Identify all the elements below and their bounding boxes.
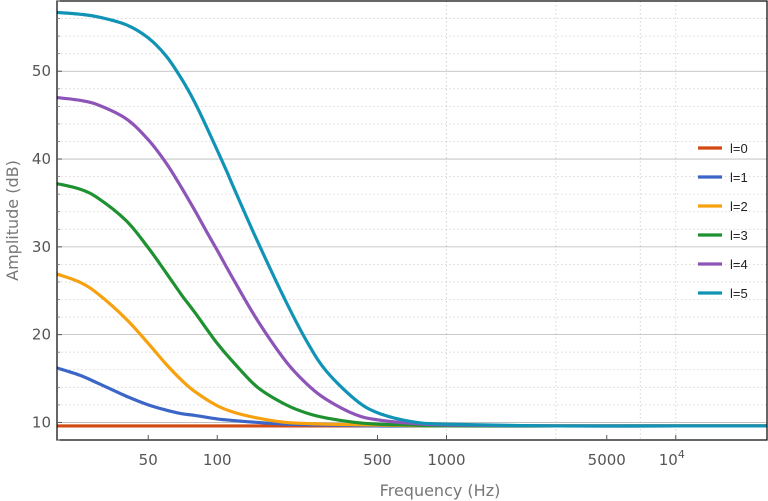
x-tick-label: 104 <box>659 448 685 469</box>
legend-label: l=0 <box>730 141 748 156</box>
plot-frame <box>56 0 768 441</box>
y-axis-ticks: 10 20 30 40 50 <box>32 0 62 441</box>
x-tick-label: 1000 <box>427 451 465 469</box>
x-tick-label: 500 <box>363 451 392 469</box>
x-axis-title: Frequency (Hz) <box>380 481 501 500</box>
legend-label: l=2 <box>730 199 748 214</box>
y-tick-label: 10 <box>32 413 51 431</box>
y-tick-label: 40 <box>32 150 51 168</box>
legend-label: l=1 <box>730 170 748 185</box>
series-line-l4 <box>56 95 767 428</box>
y-axis-title: Amplitude (dB) <box>3 160 22 281</box>
legend-label: l=4 <box>730 257 748 272</box>
series-line-l2 <box>56 272 767 428</box>
series-line-l1 <box>56 366 767 428</box>
y-tick-label: 20 <box>32 326 51 344</box>
legend: l=0 l=1 l=2 l=3 l=4 l=5 <box>698 141 748 301</box>
series-line-l3 <box>56 182 767 428</box>
x-tick-label: 5000 <box>588 451 626 469</box>
grid-lines <box>57 0 767 441</box>
legend-label: l=3 <box>730 228 748 243</box>
legend-label: l=5 <box>730 286 748 301</box>
x-tick-label: 50 <box>139 451 158 469</box>
y-tick-label: 50 <box>32 62 51 80</box>
y-tick-label: 30 <box>32 238 51 256</box>
x-tick-label: 100 <box>203 451 232 469</box>
series-line-l5 <box>56 10 767 428</box>
series-lines <box>56 10 767 428</box>
